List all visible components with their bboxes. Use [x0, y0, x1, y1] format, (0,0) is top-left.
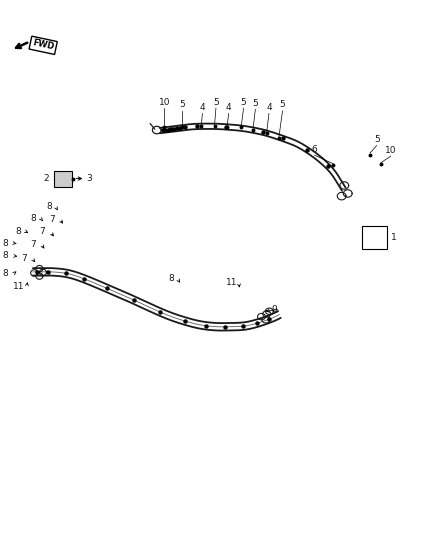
Text: 1: 1	[391, 233, 396, 242]
Text: 5: 5	[213, 98, 219, 107]
Text: 4: 4	[266, 103, 272, 112]
Text: 8: 8	[15, 228, 21, 236]
Text: 2: 2	[43, 174, 49, 183]
Text: 8: 8	[2, 252, 8, 260]
Text: 7: 7	[49, 215, 55, 223]
Text: 8: 8	[46, 203, 52, 211]
Text: 10: 10	[385, 146, 396, 155]
Text: 10: 10	[159, 98, 170, 107]
Text: 11: 11	[226, 278, 238, 287]
Text: 6: 6	[311, 144, 318, 154]
Text: 5: 5	[252, 99, 258, 108]
Text: 8: 8	[168, 274, 174, 283]
Text: 8: 8	[2, 270, 8, 278]
Text: 11: 11	[13, 282, 25, 291]
Text: 7: 7	[21, 254, 27, 263]
Text: 7: 7	[30, 240, 36, 248]
Text: 7: 7	[39, 228, 46, 236]
Text: FWD: FWD	[32, 38, 55, 52]
Text: 3: 3	[87, 174, 92, 183]
Text: 9: 9	[271, 305, 277, 313]
Text: 5: 5	[279, 100, 286, 109]
Text: 4: 4	[200, 103, 205, 112]
Text: 5: 5	[179, 100, 185, 109]
FancyBboxPatch shape	[54, 171, 72, 187]
FancyBboxPatch shape	[362, 226, 387, 249]
Text: 5: 5	[240, 98, 247, 107]
Text: 8: 8	[2, 239, 8, 247]
Text: 4: 4	[226, 103, 231, 112]
Text: 5: 5	[374, 135, 380, 144]
Text: 8: 8	[30, 214, 36, 223]
